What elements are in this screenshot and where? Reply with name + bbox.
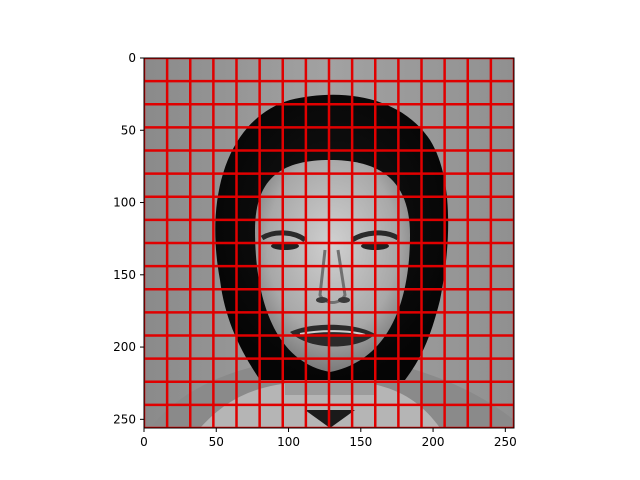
x-tick-label: 150 bbox=[349, 435, 372, 449]
y-tick-label: 0 bbox=[128, 51, 136, 65]
y-tick-label: 200 bbox=[113, 340, 136, 354]
y-tick-label: 150 bbox=[113, 268, 136, 282]
x-axis: 0 50 100 150 200 250 bbox=[140, 428, 517, 449]
x-tick-label: 200 bbox=[422, 435, 445, 449]
y-tick-label: 250 bbox=[113, 412, 136, 426]
y-tick-label: 100 bbox=[113, 196, 136, 210]
y-tick-label: 50 bbox=[121, 123, 136, 137]
x-tick-label: 50 bbox=[209, 435, 224, 449]
x-tick-label: 100 bbox=[277, 435, 300, 449]
plot-frame bbox=[143, 57, 515, 429]
red-grid-overlay bbox=[144, 58, 514, 428]
x-tick-label: 0 bbox=[140, 435, 148, 449]
x-tick-label: 250 bbox=[494, 435, 517, 449]
y-axis: 0 50 100 150 200 250 bbox=[113, 51, 144, 426]
